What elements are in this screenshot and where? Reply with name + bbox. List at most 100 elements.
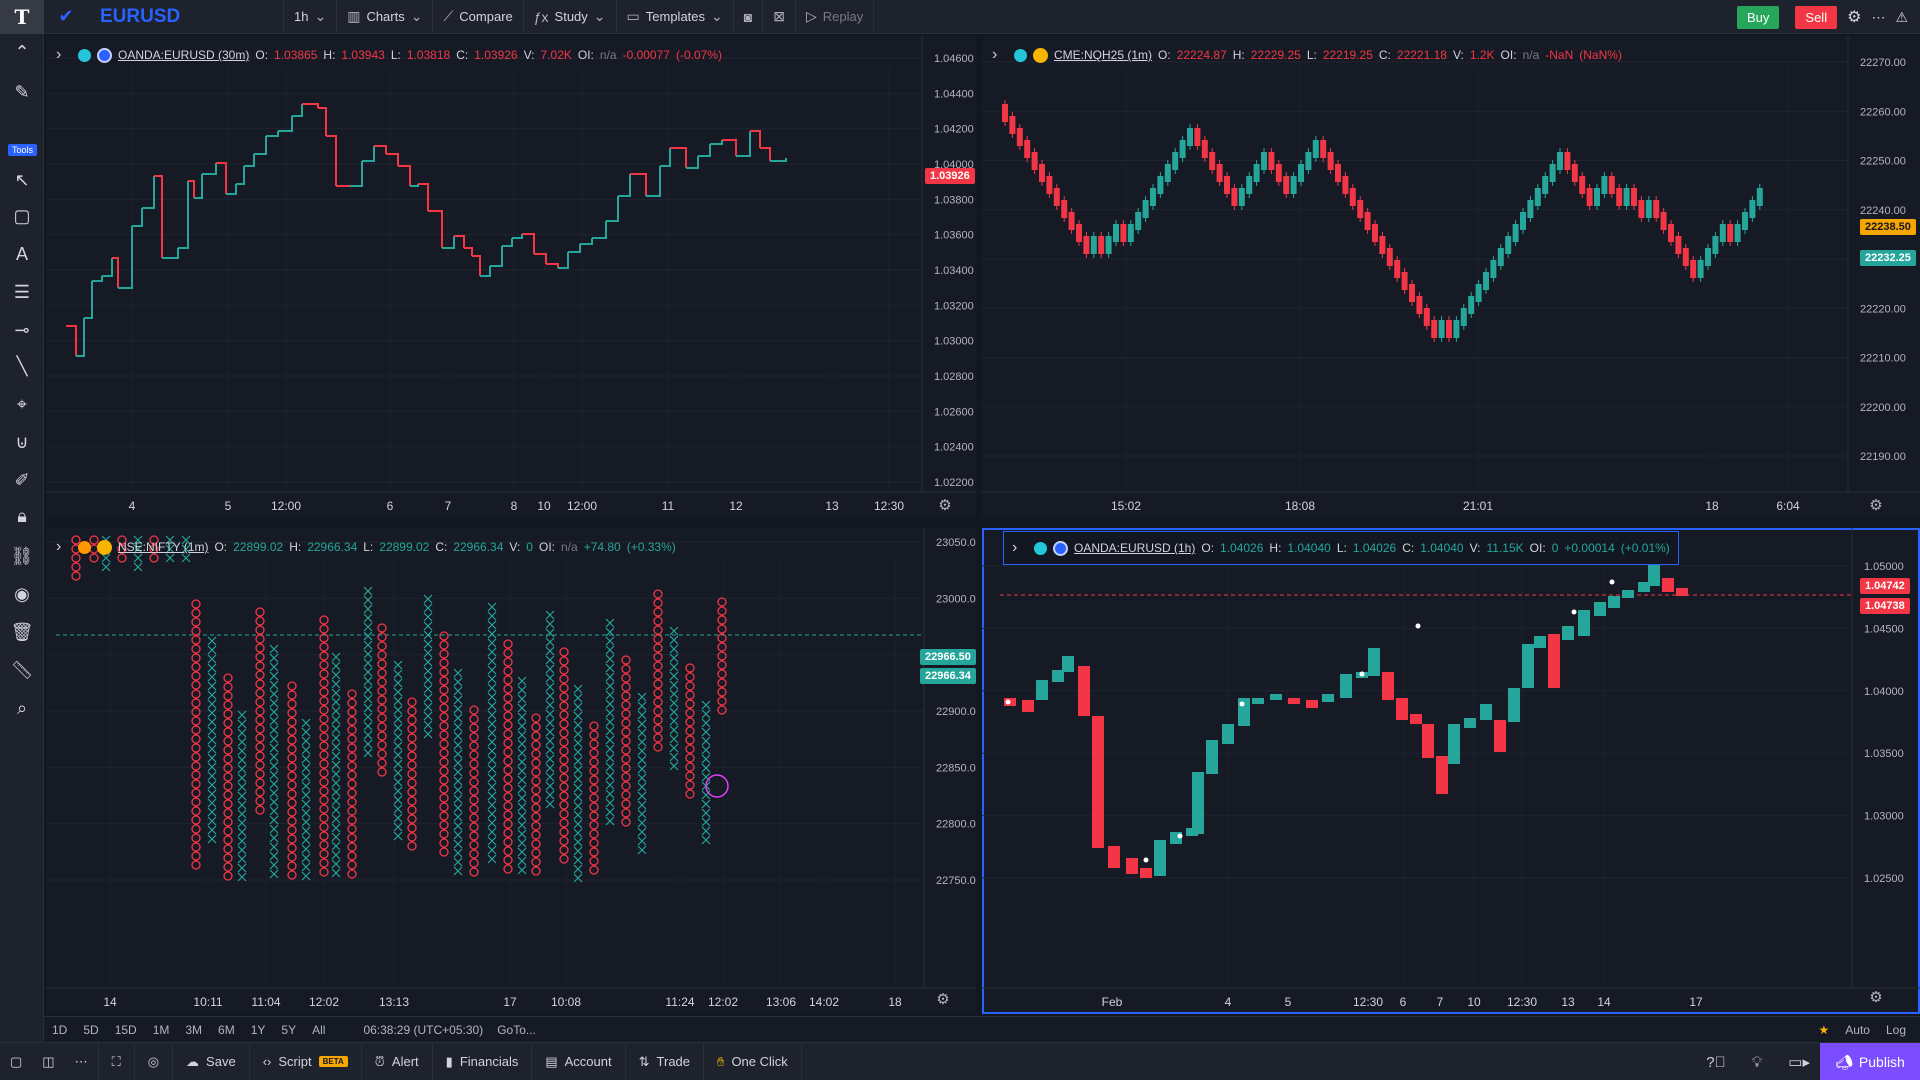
pencil-icon[interactable]: ✎ [14,81,30,102]
pane-settings-gear-icon[interactable]: ⚙ [1869,497,1883,514]
trade-button[interactable]: ⇅ Trade [626,1042,705,1080]
more-icon[interactable]: ⋯ [1871,8,1886,25]
pane-settings-gear-icon[interactable]: ⚙ [936,991,950,1008]
publish-button[interactable]: 📣︎ Publish [1820,1043,1920,1080]
pane-settings-gear-icon[interactable]: ⚙ [938,497,952,514]
save-button[interactable]: ☁ Save [173,1042,250,1080]
templates-button[interactable]: ▭ Templates ⌄ [617,0,734,34]
log-scale-toggle[interactable]: Log [1885,1023,1906,1037]
price-tag-1: 1.04742 [1860,578,1910,594]
alert-button[interactable]: ⏰︎ Alert [362,1042,433,1080]
pnf-o [559,773,569,783]
range-1m[interactable]: 1M [152,1022,170,1037]
trend-line-icon[interactable]: ╲ [16,355,28,376]
chevron-right-icon[interactable]: › [56,46,62,63]
compare-button[interactable]: ⟋ Compare [433,0,524,34]
chart-pane-top-right[interactable]: › CME:NQH25 (1m) O: 22224.87 H: 22229.25 L… [982,36,1920,518]
pnf-x [573,783,583,793]
legend-symbol[interactable]: OANDA:EURUSD (30m) [118,48,250,62]
range-all[interactable]: All [312,1022,326,1037]
auto-scale-toggle[interactable]: Auto [1845,1023,1870,1037]
chart-canvas[interactable]: 23050.0023000.0022950.0022900.0022850.00… [46,528,976,1014]
chevron-right-icon[interactable]: › [56,538,62,555]
chevron-right-icon[interactable]: › [992,46,998,63]
pnf-o [685,744,695,754]
range-15d[interactable]: 15D [114,1022,137,1037]
pnf-x [701,826,711,836]
text-icon[interactable]: A [15,243,28,264]
pnf-x [269,671,279,681]
chart-canvas[interactable]: 22270.0022260.0022250.0022240.0022230.00… [982,36,1920,518]
symbol-search[interactable]: EURUSD [88,0,284,34]
eye-icon[interactable]: ◉ [14,583,30,604]
horizontal-line-icon[interactable]: ⊸ [14,319,30,340]
more-layouts-button[interactable]: ⋯ [65,1042,99,1080]
brush-icon[interactable]: ✐ [14,469,30,490]
pnf-o [287,753,297,763]
link-icon[interactable]: ⛓ [10,545,34,566]
range-1y[interactable]: 1Y [250,1022,266,1037]
pnf-x [393,678,403,688]
pnf-o [589,739,599,749]
pnf-x [363,622,373,632]
legend-symbol[interactable]: CME:NQH25 (1m) [1054,48,1153,62]
clock-readout[interactable]: 06:38:29 (UTC+05:30) [363,1022,484,1037]
range-5y[interactable]: 5Y [281,1022,297,1037]
chart-canvas[interactable]: 1.046001.044001.042001.040001.038001.036… [46,36,976,518]
sell-button[interactable]: Sell [1795,5,1838,29]
study-button[interactable]: ƒx Study ⌄ [524,0,617,34]
charts-button[interactable]: ▥ Charts ⌄ [337,0,434,34]
trash-icon[interactable]: 🗑︎ [10,621,34,642]
gear-icon[interactable]: ⚙ [1847,9,1862,26]
pnf-x [453,767,463,777]
rectangle-icon[interactable]: ▢ [13,205,31,226]
range-6m[interactable]: 6M [218,1022,235,1037]
collapse-chevron-icon[interactable]: ⌃ [14,41,30,62]
account-button[interactable]: ▤ Account [532,1042,626,1080]
chart-pane-top-left[interactable]: › OANDA:EURUSD (30m) O: 1.03865 H: 1.03943… [46,36,976,518]
magnet-icon[interactable]: ⊍ [15,431,29,452]
cursor-icon[interactable]: ↖ [14,169,30,190]
pnf-o [255,742,265,752]
excel-button[interactable]: ⊠ [763,0,796,34]
legend-symbol[interactable]: NSE:NIFTY (1m) [118,540,209,554]
pane-settings-gear-icon[interactable]: ⚙ [1869,989,1883,1006]
star-icon[interactable]: ★ [1818,1023,1830,1037]
lock-icon[interactable]: 🔒︎ [17,505,27,526]
replay-button[interactable]: ▷ Replay [796,0,875,34]
one-click-button[interactable]: ✋︎ One Click [704,1042,802,1080]
script-button[interactable]: ‹› Script BETA [250,1042,362,1080]
pnf-o [407,832,417,842]
theme-button[interactable]: ◎ [135,1042,174,1080]
warning-icon[interactable]: ⚠ [1895,8,1908,25]
interval-dropdown[interactable]: 1h ⌄ [284,0,338,34]
chart-pane-bottom-left[interactable]: › NSE:NIFTY (1m) O: 22899.02 H: 22966.34 L… [46,528,976,1014]
app-logo[interactable]: T [0,0,44,34]
fib-icon[interactable]: ☰ [13,281,31,302]
zoom-icon[interactable]: ⌕ [16,697,28,718]
y-tick-label: 1.03800 [934,194,974,206]
brand-icon[interactable]: ✔ [58,6,74,26]
range-1d[interactable]: 1D [52,1022,68,1037]
pnf-x [545,637,555,647]
chevron-right-icon[interactable]: › [1012,539,1018,556]
fullscreen-button[interactable]: ⛶ [99,1042,135,1080]
idea-icon[interactable]: 💡︎ [1751,1053,1763,1071]
buy-button[interactable]: Buy [1737,5,1780,29]
candle-body [1231,188,1238,206]
ruler-icon[interactable]: 📏︎ [10,659,34,680]
range-3m[interactable]: 3M [185,1022,203,1037]
help-icon[interactable]: ?⃝ [1706,1053,1726,1071]
legend-symbol[interactable]: OANDA:EURUSD (1h) [1074,541,1196,555]
camera-button[interactable]: ◙ [734,0,764,34]
single-layout-button[interactable]: ▢ [0,1043,32,1080]
financials-button[interactable]: ▮ Financials [433,1042,533,1080]
pnf-x [331,760,341,770]
video-icon[interactable]: ▭▸ [1788,1054,1810,1071]
chart-pane-bottom-right[interactable]: › OANDA:EURUSD (1h) O: 1.04026 H: 1.04040 … [982,528,1920,1014]
chart-canvas[interactable]: 1.05000 1.04500 1.04000 1.03500 1.03000 1.025… [982,528,1920,1014]
goto-button[interactable]: GoTo... [497,1022,536,1037]
split-layout-button[interactable]: ◫ [32,1043,64,1080]
range-5d[interactable]: 5D [83,1022,99,1037]
measure-icon[interactable]: ⌖ [16,393,28,414]
